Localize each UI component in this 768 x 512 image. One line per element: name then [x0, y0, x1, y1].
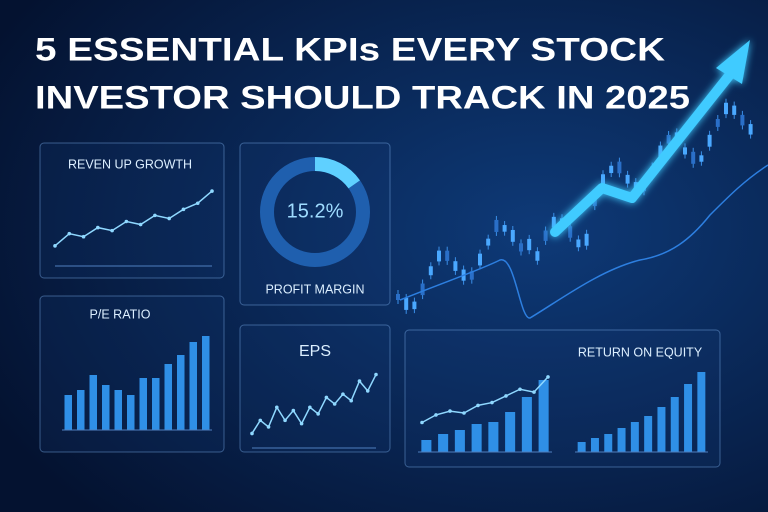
- bar: [89, 375, 97, 430]
- decor-candle: [396, 294, 400, 300]
- decor-candle: [420, 283, 425, 296]
- decor-candle: [732, 105, 737, 115]
- decor-candle: [699, 155, 704, 162]
- bar: [438, 434, 449, 452]
- bar: [670, 397, 679, 452]
- bar: [421, 440, 432, 452]
- bar: [644, 416, 653, 452]
- bar: [102, 385, 110, 430]
- decor-candle: [691, 151, 696, 164]
- bar: [189, 342, 197, 430]
- decor-candle: [568, 226, 573, 238]
- decor-candle: [592, 199, 597, 207]
- panel-title: PROFIT MARGIN: [265, 282, 364, 296]
- decor-candle: [584, 233, 589, 246]
- line: [251, 374, 377, 434]
- decor-arrowhead: [716, 40, 750, 84]
- bar: [64, 395, 72, 430]
- decor-candle: [469, 271, 474, 280]
- panel-title: P/E RATIO: [90, 307, 151, 321]
- decor-candle: [478, 253, 482, 266]
- panel: [404, 329, 721, 468]
- decor-candle: [519, 243, 523, 252]
- donut-label: 15.2%: [287, 200, 344, 222]
- decor-candle: [740, 114, 745, 126]
- bar: [630, 422, 639, 452]
- bar: [114, 390, 122, 430]
- bar: [577, 442, 586, 452]
- decor-candle: [486, 238, 491, 246]
- decoration: [396, 98, 753, 314]
- decor-candle: [666, 134, 671, 144]
- panel-title: REVEN UP GROWTH: [68, 157, 192, 171]
- bar: [488, 422, 499, 452]
- bar: [164, 364, 172, 430]
- bar: [538, 380, 549, 452]
- decor-candle: [437, 250, 441, 262]
- bar: [604, 434, 613, 452]
- line: [421, 376, 549, 424]
- decor-candle: [527, 238, 532, 251]
- bar: [471, 424, 482, 452]
- bar: [590, 438, 599, 452]
- decor-trend-line: [399, 164, 768, 319]
- decor-candle: [609, 165, 614, 174]
- decor-candle: [502, 225, 507, 232]
- bar: [505, 412, 516, 452]
- decor-candle: [535, 251, 540, 261]
- decor-candle: [617, 161, 622, 174]
- title-line: INVESTOR SHOULD TRACK IN 2025: [35, 79, 690, 115]
- bar: [617, 428, 626, 452]
- decor-candle: [707, 134, 712, 147]
- line: [54, 190, 213, 247]
- bar: [152, 378, 160, 430]
- bar: [697, 372, 706, 452]
- decor-candle: [576, 239, 581, 248]
- decor-candle: [510, 229, 515, 242]
- panel-title: RETURN ON EQUITY: [578, 345, 703, 359]
- bar: [454, 430, 465, 452]
- donut-arc: [260, 157, 370, 267]
- bar: [657, 407, 666, 452]
- decor-candle: [543, 230, 548, 241]
- decor-candle: [453, 261, 458, 271]
- decor-arrow: [550, 67, 737, 237]
- decor-candle: [445, 250, 450, 261]
- decor-candle: [494, 219, 499, 232]
- bar: [139, 378, 147, 430]
- decor-candle: [683, 147, 687, 155]
- decor-candle: [748, 124, 753, 135]
- title-line: 5 ESSENTIAL KPIs EVERY STOCK: [35, 31, 665, 67]
- bar: [202, 336, 210, 430]
- decor-candle: [551, 216, 556, 228]
- panel: [39, 142, 225, 279]
- bar: [684, 384, 693, 452]
- decor-candle: [404, 297, 409, 310]
- decor-candle: [625, 174, 630, 184]
- panel: [239, 324, 391, 453]
- decor-candle: [658, 145, 663, 157]
- decor-candle: [715, 118, 720, 127]
- bar: [127, 395, 135, 430]
- decor-candle: [428, 266, 433, 276]
- decor-candle: [724, 102, 728, 115]
- bar: [177, 355, 185, 430]
- bar: [521, 397, 532, 452]
- decor-candle: [412, 301, 417, 310]
- bar: [77, 390, 85, 430]
- panel-title: EPS: [299, 343, 331, 360]
- decor-candle: [601, 174, 605, 187]
- charts: REVEN UP GROWTH PROFIT MARGIN 15.2% P/E RAT…: [53, 157, 708, 453]
